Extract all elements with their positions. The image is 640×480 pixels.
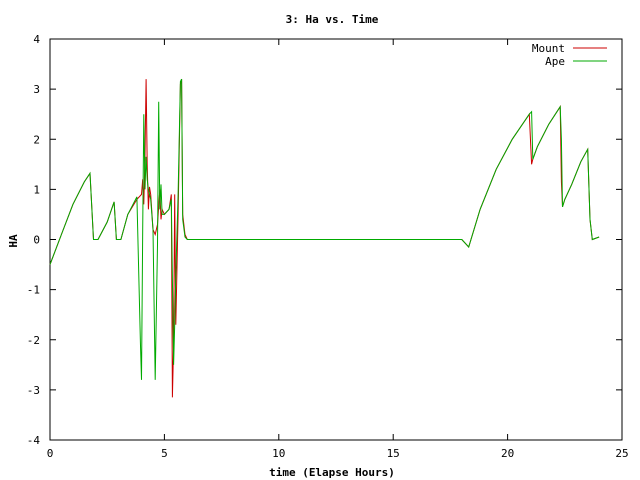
y-axis-label: HA bbox=[7, 234, 20, 248]
y-tick-label: 2 bbox=[33, 133, 40, 146]
x-tick-label: 0 bbox=[47, 447, 54, 460]
x-tick-label: 20 bbox=[501, 447, 514, 460]
y-tick-label: -1 bbox=[27, 284, 40, 297]
y-tick-label: 3 bbox=[33, 83, 40, 96]
x-tick-label: 25 bbox=[615, 447, 628, 460]
x-tick-label: 15 bbox=[387, 447, 400, 460]
x-tick-label: 5 bbox=[161, 447, 168, 460]
x-axis-label: time (Elapse Hours) bbox=[269, 466, 395, 479]
y-tick-label: 4 bbox=[33, 33, 40, 46]
y-tick-label: -3 bbox=[27, 384, 40, 397]
legend-label-ape: Ape bbox=[545, 55, 565, 68]
y-tick-label: -2 bbox=[27, 334, 40, 347]
x-tick-label: 10 bbox=[272, 447, 285, 460]
legend-label-mount: Mount bbox=[532, 42, 565, 55]
series-line-ape bbox=[49, 78, 600, 380]
y-tick-label: 1 bbox=[33, 183, 40, 196]
chart-title: 3: Ha vs. Time bbox=[286, 13, 379, 26]
y-tick-label: 0 bbox=[33, 234, 40, 247]
y-tick-label: -4 bbox=[27, 434, 41, 447]
